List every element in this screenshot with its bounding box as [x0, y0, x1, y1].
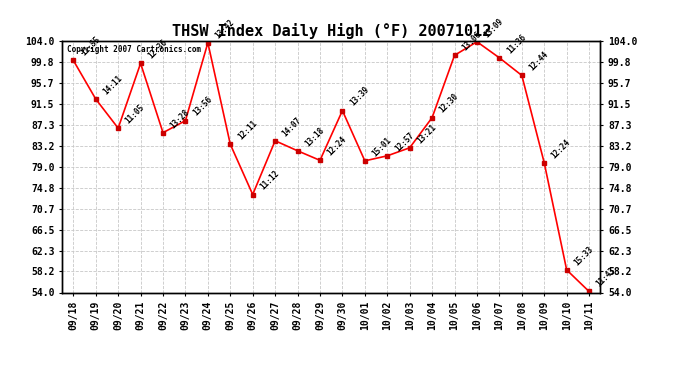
Text: 13:28: 13:28 [168, 107, 191, 130]
Text: 12:11: 12:11 [236, 119, 259, 141]
Title: THSW Index Daily High (°F) 20071012: THSW Index Daily High (°F) 20071012 [172, 23, 491, 39]
Text: 11:43: 11:43 [595, 266, 618, 289]
Text: 14:11: 14:11 [101, 74, 124, 96]
Text: 12:44: 12:44 [527, 50, 550, 73]
Text: 13:21: 13:21 [415, 122, 438, 145]
Text: 11:36: 11:36 [505, 32, 528, 55]
Text: 13:18: 13:18 [303, 125, 326, 148]
Text: 15:33: 15:33 [572, 244, 595, 267]
Text: 12:36: 12:36 [146, 38, 169, 61]
Text: 15:01: 15:01 [371, 135, 393, 158]
Text: 11:05: 11:05 [124, 103, 146, 125]
Text: 13:42: 13:42 [213, 17, 236, 40]
Text: 11:55: 11:55 [79, 35, 101, 58]
Text: 12:30: 12:30 [437, 92, 460, 115]
Text: 12:24: 12:24 [326, 135, 348, 158]
Text: Copyright 2007 Cartronics.com: Copyright 2007 Cartronics.com [68, 45, 201, 54]
Text: 12:57: 12:57 [393, 130, 415, 153]
Text: 14:07: 14:07 [281, 115, 304, 138]
Text: 13:06: 13:06 [460, 30, 483, 52]
Text: 13:56: 13:56 [191, 95, 214, 118]
Text: 13:09: 13:09 [482, 16, 505, 39]
Text: 12:24: 12:24 [550, 137, 573, 160]
Text: 11:12: 11:12 [258, 169, 281, 192]
Text: 13:39: 13:39 [348, 85, 371, 108]
